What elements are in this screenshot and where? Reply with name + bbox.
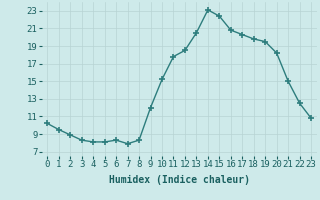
X-axis label: Humidex (Indice chaleur): Humidex (Indice chaleur) [109,175,250,185]
